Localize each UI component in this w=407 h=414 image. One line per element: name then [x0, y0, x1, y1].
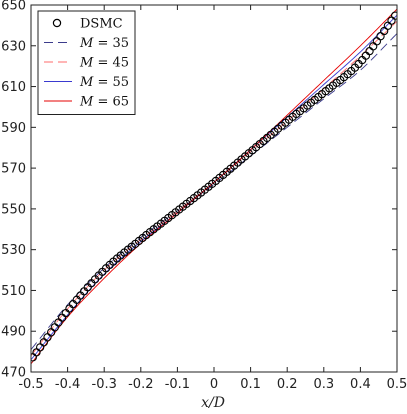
legend-label-m-55: M = 55 — [79, 75, 129, 90]
y-tick-label: 490 — [1, 325, 26, 340]
axes: -0.5 -0.4 -0.3 -0.2 -0.1 0 0.1 0.2 0.3 0.4 0.5 470 4… — [1, 0, 407, 392]
x-tick-label: 0.3 — [313, 377, 334, 392]
y-tick-label: 550 — [1, 202, 26, 217]
x-tick-label: 0.2 — [277, 377, 298, 392]
y-tick-label: 570 — [1, 162, 26, 177]
x-tick-label: -0.2 — [128, 377, 153, 392]
x-tick-label: -0.1 — [165, 377, 190, 392]
legend-label-m-45: M = 45 — [79, 56, 129, 71]
x-tick-label: 0.5 — [387, 377, 407, 392]
y-tick-label: 590 — [1, 121, 26, 136]
series-line-m-65 — [31, 8, 397, 365]
y-tick-label: 610 — [1, 80, 26, 95]
legend-label-m-35: M = 35 — [79, 36, 129, 51]
series-group — [31, 8, 397, 365]
x-tick-label: 0.4 — [350, 377, 371, 392]
x-axis-title: x/D — [201, 395, 225, 411]
y-tick-label: 530 — [1, 243, 26, 258]
legend: DSMC M = 35 M = 45 M = 55 M = 65 — [37, 10, 136, 115]
dsmc-markers — [31, 11, 397, 362]
x-tick-label: -0.5 — [18, 377, 43, 392]
x-tick-label: 0.1 — [240, 377, 261, 392]
plot-area — [31, 8, 397, 365]
x-tick-label: 0 — [210, 377, 218, 392]
y-tick-label: 470 — [1, 366, 26, 381]
legend-swatch-dsmc — [52, 18, 62, 28]
legend-box — [37, 10, 136, 115]
x-tick-label: -0.3 — [92, 377, 117, 392]
dsmc-marker — [391, 11, 397, 20]
x-tick-label: -0.4 — [55, 377, 80, 392]
y-tick-label: 630 — [1, 39, 26, 54]
y-tick-label: 650 — [1, 0, 26, 14]
legend-label-dsmc: DSMC — [80, 17, 123, 32]
legend-label-m-65: M = 65 — [79, 95, 129, 110]
y-tick-label: 510 — [1, 284, 26, 299]
